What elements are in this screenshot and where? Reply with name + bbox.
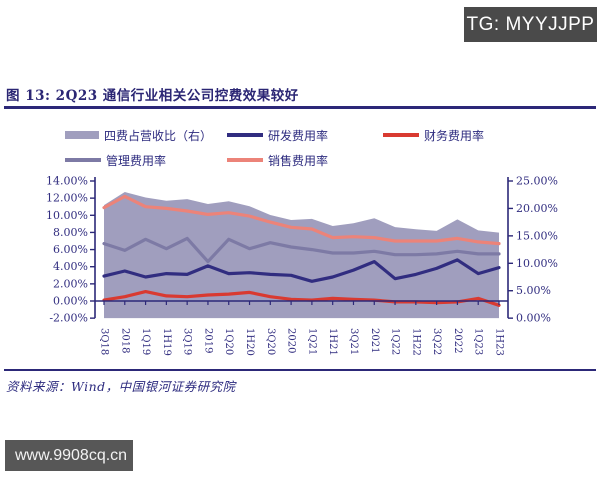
x-axis-label: 1H23 <box>494 328 505 356</box>
x-axis-label: 1Q20 <box>223 328 234 355</box>
x-axis-label: 1H19 <box>161 328 172 356</box>
x-axis-label: 2020 <box>286 328 297 353</box>
x-axis-label: 2019 <box>202 328 213 353</box>
legend-label: 四费占营收比（右） <box>104 128 213 143</box>
right-axis-tick-label: 20.00% <box>516 202 558 215</box>
line-series-财务费用率 <box>102 289 501 307</box>
line-series-销售费用率 <box>102 194 501 246</box>
x-axis-label: 2018 <box>119 328 130 353</box>
tg-watermark-badge: TG: MYYJJPP <box>464 7 597 42</box>
x-axis-label: 1Q21 <box>306 328 317 355</box>
left-axis-tick-label: 4.00% <box>53 260 88 273</box>
x-axis-label: 3Q20 <box>265 328 276 355</box>
site-watermark-badge: www.9908cq.cn <box>5 440 133 471</box>
legend-item-sifei: 四费占营收比（右） <box>65 127 212 143</box>
site-watermark-label: www.9908cq.cn <box>15 446 128 464</box>
right-axis-tick-label: 5.00% <box>516 284 551 297</box>
right-axis-tick-label: 15.00% <box>516 229 558 242</box>
x-axis-label: 1Q19 <box>140 328 151 355</box>
source-divider <box>4 369 596 371</box>
legend-swatch-area <box>65 131 99 139</box>
legend-item-caiwu: 财务费用率 <box>383 127 484 143</box>
x-axis-label: 2022 <box>452 328 463 353</box>
legend-item-yanfa: 研发费用率 <box>227 127 328 143</box>
legend-swatch-line <box>383 133 419 137</box>
line-series-研发费用率 <box>102 258 501 283</box>
x-axis-label: 1Q22 <box>390 328 401 355</box>
left-axis-tick-label: 2.00% <box>53 277 88 290</box>
x-axis-label: 3Q21 <box>348 328 359 355</box>
left-axis-tick-label: -2.00% <box>49 312 88 325</box>
left-axis-tick-label: 14.00% <box>46 175 88 188</box>
x-axis-label: 1H20 <box>244 328 255 356</box>
left-axis-tick-label: 0.00% <box>53 295 88 308</box>
fee-ratio-chart: 14.00% 12.00% 10.00% 8.00% 6.00% 4.00% 2.00% 0.… <box>46 175 558 356</box>
legend-item-xiaoshou: 销售费用率 <box>227 152 328 168</box>
x-axis-label: 3Q18 <box>99 328 110 355</box>
legend-label: 研发费用率 <box>268 128 329 143</box>
legend-swatch-line <box>227 133 263 137</box>
x-axis-label: 3Q22 <box>431 328 442 355</box>
tg-watermark-label: TG: MYYJJPP <box>466 13 595 35</box>
legend-swatch-line <box>227 158 263 162</box>
x-axis-label: 1Q23 <box>473 328 484 355</box>
left-axis-tick-label: 12.00% <box>46 192 88 205</box>
legend-swatch-line <box>65 158 101 162</box>
x-axis-label: 1H21 <box>327 328 338 356</box>
x-axis-label: 3Q19 <box>182 328 193 355</box>
source-note: 资料来源：Wind，中国银河证券研究院 <box>6 379 236 394</box>
right-axis-tick-label: 25.00% <box>516 175 558 188</box>
legend-item-guanli: 管理费用率 <box>65 152 166 168</box>
legend-label: 财务费用率 <box>424 128 485 143</box>
left-axis-tick-label: 10.00% <box>46 209 88 222</box>
right-axis-tick-label: 10.00% <box>516 257 558 270</box>
legend-label: 销售费用率 <box>268 153 329 168</box>
right-axis-tick-label: 0.00% <box>516 312 551 325</box>
left-axis-tick-label: 8.00% <box>53 226 88 239</box>
x-axis-label: 2021 <box>369 328 380 353</box>
legend-label: 管理费用率 <box>106 153 167 168</box>
area-series-four-fee-ratio <box>104 192 499 319</box>
x-axis-label: 1H22 <box>410 328 421 356</box>
line-series-管理费用率 <box>102 236 501 264</box>
title-divider <box>4 106 596 109</box>
figure-title: 图 13: 2Q23 通信行业相关公司控费效果较好 <box>6 88 299 104</box>
left-axis-tick-label: 6.00% <box>53 243 88 256</box>
